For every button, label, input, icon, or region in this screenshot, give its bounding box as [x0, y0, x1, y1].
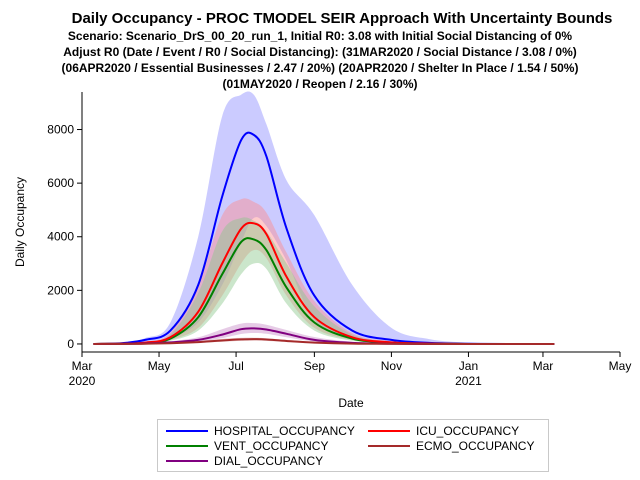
chart-title: Daily Occupancy - PROC TMODEL SEIR Appro… [71, 10, 613, 27]
line-ecmo-occupancy [93, 338, 555, 346]
x-tick-label: Jan [459, 359, 478, 373]
legend-item-hospital: HOSPITAL_OCCUPANCY [166, 424, 355, 438]
legend-label-dial: DIAL_OCCUPANCY [214, 454, 324, 468]
y-tick-label: 2000 [47, 283, 74, 297]
legend-item-icu: ICU_OCCUPANCY [368, 424, 519, 438]
chart-subtitle-line-4: (01MAY2020 / Reopen / 2.16 / 30%) [222, 77, 418, 91]
legend-label-hospital: HOSPITAL_OCCUPANCY [214, 424, 355, 438]
x-tick-year-label: 2021 [455, 374, 482, 388]
y-axis-label: Daily Occupancy [13, 177, 27, 267]
x-axis-label: Date [338, 396, 364, 410]
band-vent-occupancy [93, 217, 555, 344]
x-tick-label: Mar [533, 359, 554, 373]
uncertainty-bands [93, 91, 555, 344]
legend-swatch-icu [368, 429, 410, 432]
y-tick-label: 0 [67, 337, 74, 351]
x-tick-label: Jul [228, 359, 243, 373]
legend-swatch-ecmo [368, 444, 410, 447]
chart-subtitle-line-3: (06APR2020 / Essential Businesses / 2.47… [61, 61, 579, 75]
chart-title-block: Daily Occupancy - PROC TMODEL SEIR Appro… [0, 10, 640, 92]
legend-swatch-dial [166, 459, 208, 462]
y-tick-label: 8000 [47, 123, 74, 137]
legend-label-icu: ICU_OCCUPANCY [416, 424, 520, 438]
x-tick-label: Sep [304, 359, 326, 373]
chart-subtitle-line-2: Adjust R0 (Date / Event / R0 / Social Di… [63, 45, 577, 59]
legend-swatch-hospital [166, 429, 208, 432]
x-tick-label: Mar [72, 359, 93, 373]
legend-item-dial: DIAL_OCCUPANCY [166, 454, 323, 468]
legend-label-vent: VENT_OCCUPANCY [214, 439, 329, 453]
band-hospital-occupancy [93, 91, 555, 344]
x-tick-year-label: 2020 [69, 374, 96, 388]
series-lines [93, 131, 555, 346]
x-tick-label: Nov [381, 359, 402, 373]
legend-item-ecmo: ECMO_OCCUPANCY [368, 439, 534, 453]
chart-legend: HOSPITAL_OCCUPANCY ICU_OCCUPANCY VENT_OC… [157, 419, 549, 472]
x-tick-label: May [609, 359, 632, 373]
band-icu-occupancy [93, 198, 555, 344]
legend-item-vent: VENT_OCCUPANCY [166, 439, 328, 453]
chart-subtitle-line-1: Scenario: Scenario_DrS_00_20_run_1, Init… [67, 29, 573, 43]
y-tick-label: 4000 [47, 230, 74, 244]
legend-swatch-vent [166, 444, 208, 447]
legend-label-ecmo: ECMO_OCCUPANCY [416, 439, 535, 453]
x-tick-label: May [148, 359, 171, 373]
y-tick-label: 6000 [47, 176, 74, 190]
